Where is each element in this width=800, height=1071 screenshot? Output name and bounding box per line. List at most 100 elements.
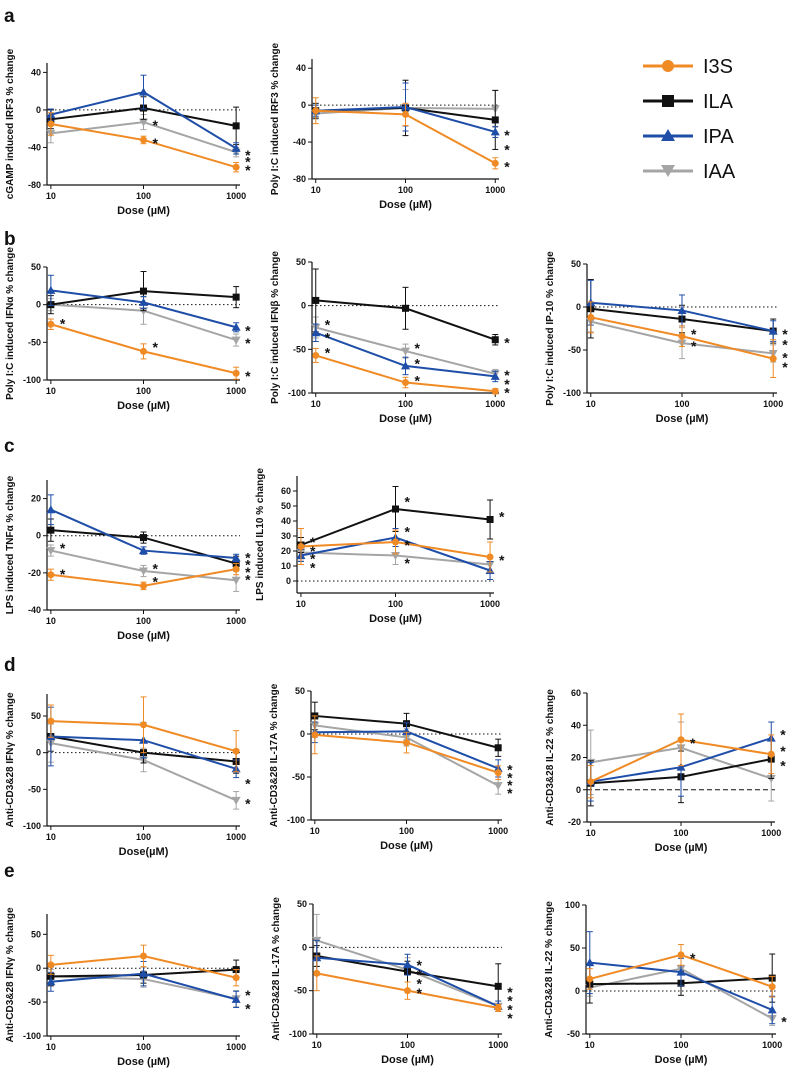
legend: I3S ILA IPA IAA xyxy=(643,56,736,183)
y-tick-label: -50 xyxy=(28,997,41,1007)
legend-label-ipa: IPA xyxy=(703,126,734,148)
significance-star: * xyxy=(782,336,788,352)
data-point-i3s xyxy=(404,987,411,995)
significance-star: * xyxy=(325,329,331,345)
data-point-i3s xyxy=(232,369,240,377)
x-tick-label: 1000 xyxy=(488,1040,508,1050)
data-point-ipa xyxy=(676,762,686,771)
x-axis-label: Dose (µM) xyxy=(379,199,432,211)
significance-star: * xyxy=(245,987,251,1003)
y-tick-label: -100 xyxy=(23,1031,41,1041)
y-tick-label: 20 xyxy=(571,753,581,763)
series-i3s xyxy=(313,955,502,1012)
series-i3s xyxy=(47,318,240,380)
y-tick-label: 0 xyxy=(301,100,306,110)
data-point-iaa xyxy=(231,796,241,805)
data-point-ipa xyxy=(139,297,148,306)
x-tick-label: 10 xyxy=(46,386,56,396)
data-point-ila xyxy=(486,516,494,523)
data-point-ila xyxy=(494,982,502,990)
data-point-i3s xyxy=(312,107,320,115)
data-point-ipa xyxy=(46,285,56,294)
y-axis-label: Anti-CD3&28 IL-17A % change xyxy=(269,683,280,827)
x-tick-label: 10 xyxy=(46,832,56,842)
x-tick-label: 100 xyxy=(673,828,688,838)
significance-star: * xyxy=(782,359,788,375)
significance-star: * xyxy=(60,315,66,331)
y-tick-label: -20 xyxy=(568,817,581,827)
significance-star: * xyxy=(153,560,159,576)
y-axis-label: Poly I:C induced IP-10 % change xyxy=(545,251,556,406)
significance-star: * xyxy=(310,560,316,576)
x-axis-label: Dose (µM) xyxy=(117,1056,170,1068)
data-point-i3s xyxy=(140,952,147,960)
data-point-ipa xyxy=(311,328,321,337)
x-tick-label: 10 xyxy=(311,399,321,409)
x-axis-label: Dose (µM) xyxy=(117,205,170,217)
x-tick-label: 100 xyxy=(399,826,414,836)
x-tick-label: 1000 xyxy=(226,386,246,396)
series-ipa xyxy=(585,931,777,1025)
data-point-i3s xyxy=(312,351,320,359)
y-tick-label: 0 xyxy=(36,105,41,115)
x-tick-label: 100 xyxy=(400,1040,415,1050)
chart-e1: -100 -50 0 50 10 100 1000 ** Dose (µM) Anti-CD3&2… xyxy=(5,907,251,1068)
significance-star: * xyxy=(507,993,513,1009)
significance-star: * xyxy=(245,549,251,565)
panel-label-d: d xyxy=(4,655,16,676)
y-tick-label: 40 xyxy=(281,516,291,526)
data-point-ila xyxy=(312,296,320,304)
data-point-ila xyxy=(47,526,55,534)
data-point-i3s xyxy=(140,721,147,729)
data-point-i3s xyxy=(47,320,55,328)
significance-star: * xyxy=(507,984,513,1000)
x-tick-label: 100 xyxy=(398,399,413,409)
significance-star: * xyxy=(417,967,423,983)
significance-star: * xyxy=(245,147,251,163)
data-point-i3s xyxy=(232,747,240,755)
data-point-ila xyxy=(494,744,502,752)
data-point-i3s xyxy=(297,543,305,550)
significance-star: * xyxy=(504,367,510,383)
data-point-i3s xyxy=(494,769,502,777)
significance-star: * xyxy=(325,316,331,332)
x-tick-label: 1000 xyxy=(226,1042,246,1052)
x-tick-label: 10 xyxy=(46,616,56,626)
significance-star: * xyxy=(153,117,159,133)
panel-label-b: b xyxy=(4,229,16,250)
x-tick-label: 10 xyxy=(296,599,306,609)
y-tick-label: 0 xyxy=(575,986,580,996)
x-tick-label: 1000 xyxy=(488,826,508,836)
data-point-ipa xyxy=(676,967,686,976)
significance-star: * xyxy=(780,757,786,773)
series-ipa xyxy=(311,323,500,383)
y-tick-label: 0 xyxy=(576,302,581,312)
data-point-i3s xyxy=(491,159,499,167)
x-axis-label: Dose (µM) xyxy=(380,840,433,852)
significance-star: * xyxy=(691,338,697,354)
series-i3s xyxy=(47,563,240,591)
data-point-ila xyxy=(232,293,240,301)
x-axis-label: Dose (µM) xyxy=(379,413,432,425)
x-tick-label: 1000 xyxy=(226,616,246,626)
legend-label-i3s: I3S xyxy=(703,56,733,78)
data-point-i3s xyxy=(140,582,147,590)
legend-item-ipa: IPA xyxy=(643,126,734,148)
x-axis-label: Dose (µM) xyxy=(655,842,708,854)
data-point-ipa xyxy=(402,726,411,735)
data-point-i3s xyxy=(311,731,319,739)
x-tick-label: 10 xyxy=(586,828,596,838)
significance-star: * xyxy=(507,785,513,801)
significance-star: * xyxy=(245,1001,251,1017)
series-iaa xyxy=(46,544,241,592)
significance-star: * xyxy=(507,769,513,785)
x-axis-label: Dose (µM) xyxy=(381,1054,434,1066)
significance-star: * xyxy=(405,555,411,571)
x-axis-label: Dose (µM) xyxy=(655,1054,708,1066)
data-point-iaa xyxy=(493,782,503,791)
x-tick-label: 100 xyxy=(136,616,151,626)
series-i3s xyxy=(47,112,240,173)
